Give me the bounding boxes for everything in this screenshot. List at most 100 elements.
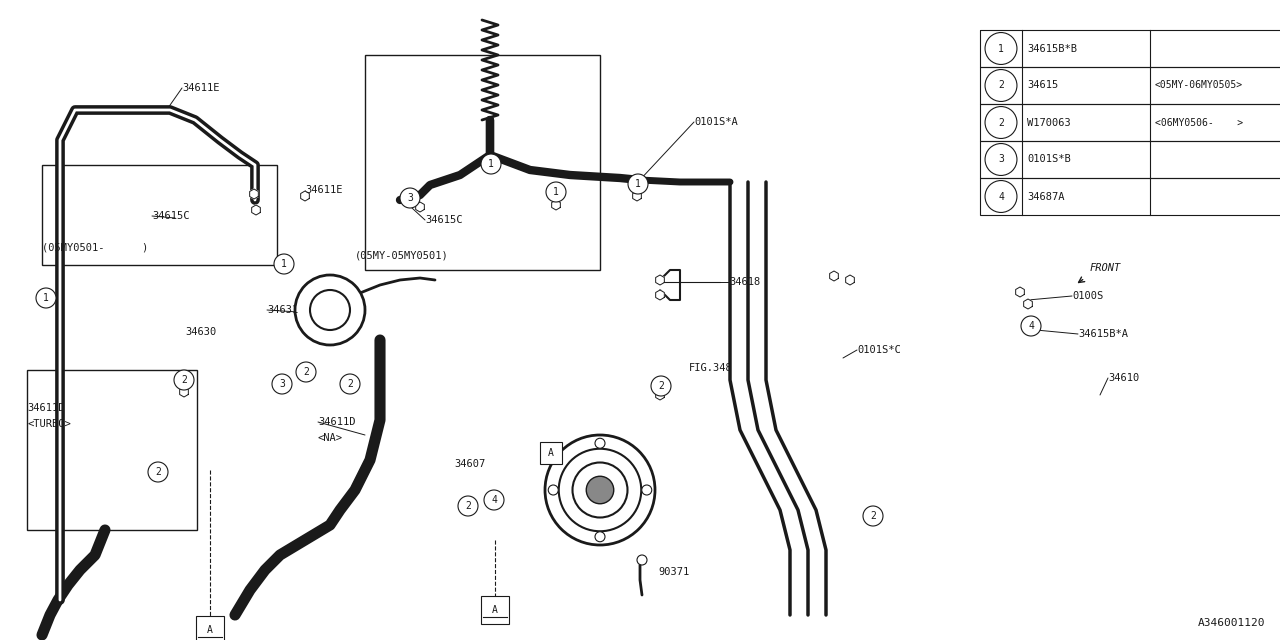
Text: 3: 3 [998, 154, 1004, 164]
Circle shape [545, 435, 655, 545]
Polygon shape [416, 202, 425, 212]
Circle shape [148, 462, 168, 482]
Polygon shape [552, 187, 561, 197]
Text: 34615C: 34615C [425, 215, 462, 225]
Polygon shape [252, 205, 260, 215]
Polygon shape [298, 365, 306, 375]
Polygon shape [250, 189, 259, 199]
Circle shape [296, 362, 316, 382]
Text: 2: 2 [998, 118, 1004, 127]
Text: <05MY-06MY0505>: <05MY-06MY0505> [1155, 81, 1243, 90]
Circle shape [986, 33, 1018, 65]
Text: 0101S*A: 0101S*A [694, 117, 737, 127]
Polygon shape [179, 387, 188, 397]
Text: 34610: 34610 [1108, 373, 1139, 383]
Circle shape [340, 374, 360, 394]
Polygon shape [1015, 287, 1024, 297]
Polygon shape [655, 275, 664, 285]
Text: <06MY0506-    >: <06MY0506- > [1155, 118, 1243, 127]
Circle shape [595, 438, 605, 448]
Text: 34615: 34615 [1027, 81, 1059, 90]
Polygon shape [346, 377, 355, 387]
Polygon shape [655, 290, 664, 300]
Polygon shape [829, 271, 838, 281]
Polygon shape [552, 200, 561, 210]
Bar [980, 141, 1280, 178]
Polygon shape [655, 379, 664, 389]
Text: 2: 2 [155, 467, 161, 477]
Text: 1: 1 [44, 293, 49, 303]
Text: 34618: 34618 [730, 277, 760, 287]
Text: 34611E: 34611E [305, 185, 343, 195]
Text: 2: 2 [998, 81, 1004, 90]
Text: 2: 2 [870, 511, 876, 521]
Circle shape [641, 485, 652, 495]
Text: 2: 2 [347, 379, 353, 389]
Text: <TURBO>: <TURBO> [27, 419, 70, 429]
Circle shape [36, 288, 56, 308]
Circle shape [595, 532, 605, 541]
Text: 2: 2 [303, 367, 308, 377]
Text: 0101S*C: 0101S*C [858, 345, 901, 355]
Text: 1: 1 [282, 259, 287, 269]
Circle shape [986, 180, 1018, 212]
Circle shape [399, 188, 420, 208]
Polygon shape [179, 373, 188, 383]
Text: FRONT: FRONT [1091, 263, 1121, 273]
Polygon shape [488, 157, 497, 167]
Polygon shape [301, 191, 310, 201]
Circle shape [310, 290, 349, 330]
Polygon shape [655, 390, 664, 400]
Text: A: A [548, 448, 554, 458]
Text: A: A [492, 605, 498, 615]
Text: 4: 4 [1028, 321, 1034, 331]
Circle shape [559, 449, 641, 531]
Text: W170063: W170063 [1027, 118, 1071, 127]
Polygon shape [1024, 299, 1033, 309]
Circle shape [572, 463, 627, 518]
Circle shape [863, 506, 883, 526]
Text: 3: 3 [407, 193, 413, 203]
Circle shape [1021, 316, 1041, 336]
Circle shape [986, 106, 1018, 138]
Text: 34631: 34631 [268, 305, 298, 315]
Polygon shape [406, 195, 415, 205]
Circle shape [548, 485, 558, 495]
Bar [980, 30, 1280, 67]
Circle shape [294, 275, 365, 345]
Text: 34630: 34630 [186, 327, 216, 337]
Text: 1: 1 [635, 179, 641, 189]
Bar [980, 67, 1280, 104]
Circle shape [274, 254, 294, 274]
Text: FIG.348: FIG.348 [689, 363, 732, 373]
Circle shape [484, 490, 504, 510]
Text: <NA>: <NA> [317, 433, 343, 443]
Text: (05MY0501-      ): (05MY0501- ) [42, 243, 148, 253]
Circle shape [458, 496, 477, 516]
Circle shape [586, 476, 613, 504]
Bar [196, 616, 224, 640]
Text: 4: 4 [998, 191, 1004, 202]
Bar [540, 442, 562, 464]
Circle shape [481, 154, 500, 174]
Circle shape [652, 376, 671, 396]
Bar [980, 104, 1280, 141]
Polygon shape [846, 275, 854, 285]
Circle shape [547, 182, 566, 202]
Circle shape [637, 555, 646, 565]
Text: 34615C: 34615C [152, 211, 189, 221]
Text: 0100S: 0100S [1073, 291, 1103, 301]
Bar [481, 596, 509, 624]
Text: 34611D: 34611D [27, 403, 64, 413]
Circle shape [273, 374, 292, 394]
Text: 2: 2 [180, 375, 187, 385]
Text: 34611E: 34611E [182, 83, 219, 93]
Text: 0101S*B: 0101S*B [1027, 154, 1071, 164]
Text: A346001120: A346001120 [1198, 618, 1265, 628]
Text: 1: 1 [998, 44, 1004, 54]
Bar [365, 55, 600, 270]
Text: 3: 3 [279, 379, 285, 389]
Text: 34615B*B: 34615B*B [1027, 44, 1076, 54]
Circle shape [986, 143, 1018, 175]
Bar [980, 178, 1280, 215]
